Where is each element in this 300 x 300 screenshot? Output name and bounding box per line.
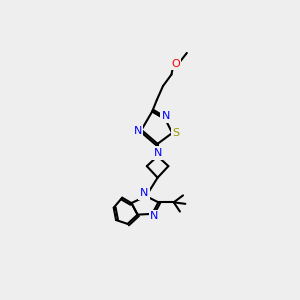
Text: N: N — [140, 188, 148, 198]
Text: N: N — [150, 211, 159, 221]
Text: N: N — [162, 111, 170, 121]
Text: O: O — [171, 59, 180, 69]
Text: N: N — [153, 148, 162, 158]
Text: N: N — [134, 127, 142, 136]
Text: S: S — [172, 128, 180, 138]
